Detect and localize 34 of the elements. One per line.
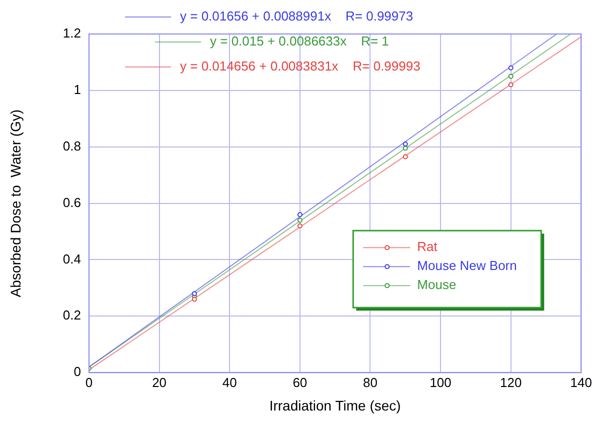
point bbox=[297, 212, 302, 218]
point bbox=[508, 65, 514, 70]
y-tick-label: 0.6 bbox=[62, 194, 81, 210]
x-tick-label: 20 bbox=[152, 374, 167, 390]
point bbox=[402, 142, 408, 147]
point bbox=[508, 74, 514, 79]
text: y = 0.01656 + 0.0088991x R= 0.99973 bbox=[180, 8, 414, 24]
y-tick-label: 1 bbox=[74, 82, 81, 98]
y-axis-title: Absorbed Dose to Water (Gy) bbox=[7, 109, 24, 298]
point bbox=[297, 223, 302, 228]
annotation: y = 0.014656 + 0.0083831x R= 0.99993 bbox=[180, 58, 420, 74]
legend-label: Mouse bbox=[417, 277, 456, 292]
y-tick-label: 0.2 bbox=[62, 308, 81, 323]
x-tick-label: 140 bbox=[570, 374, 592, 390]
x-tick-label: 80 bbox=[362, 374, 378, 390]
point bbox=[402, 146, 408, 151]
point bbox=[508, 82, 514, 88]
x-tick-label: 120 bbox=[500, 374, 522, 390]
point bbox=[402, 154, 408, 160]
x-tick-label: 60 bbox=[292, 374, 308, 390]
point bbox=[192, 291, 197, 296]
x-tick-label: 0 bbox=[85, 374, 93, 390]
y-tick-label: 0.8 bbox=[62, 138, 81, 154]
x-axis-title: Irradiation Time (sec) bbox=[269, 397, 401, 414]
legend-label: Mouse New Born bbox=[417, 258, 517, 274]
legend-label: Rat bbox=[417, 239, 438, 254]
annotation: y = 0.015 + 0.0086633x R= 1 bbox=[210, 34, 389, 49]
y-tick-label: 1.2 bbox=[62, 26, 81, 41]
point bbox=[297, 218, 302, 223]
y-tick-label: 0 bbox=[74, 364, 81, 380]
point bbox=[192, 296, 197, 302]
x-tick-label: 40 bbox=[222, 374, 237, 390]
x-tick-label: 100 bbox=[430, 374, 452, 390]
y-tick-label: 0.4 bbox=[62, 251, 81, 266]
